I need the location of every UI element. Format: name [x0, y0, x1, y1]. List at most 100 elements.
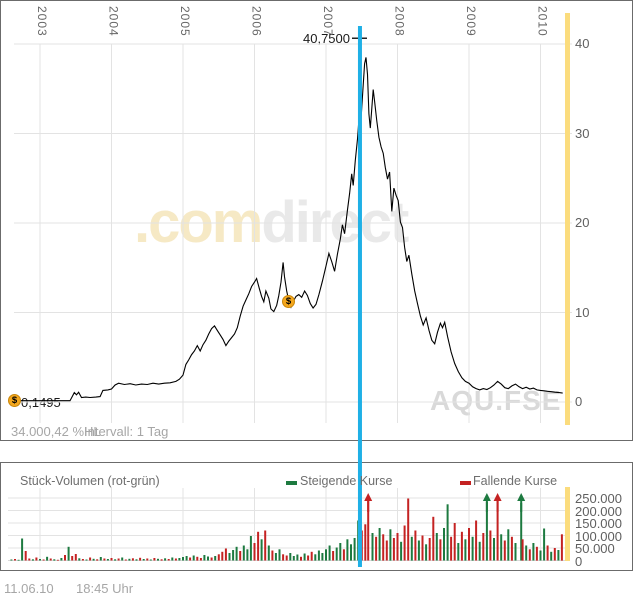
volume-bar	[468, 528, 470, 561]
volume-bar	[392, 538, 395, 561]
volume-axis-tick-label: 250.000	[575, 491, 622, 506]
volume-bar	[10, 559, 13, 561]
volume-bar	[142, 559, 145, 561]
volume-bar	[317, 550, 320, 561]
volume-bar	[103, 558, 106, 561]
volume-axis-tick-label: 50.000	[575, 541, 615, 556]
volume-bar	[46, 556, 49, 561]
dividend-dollar-marker[interactable]: $	[282, 295, 295, 308]
volume-bar	[74, 554, 77, 561]
volume-bar	[421, 535, 424, 561]
volume-bar	[557, 550, 560, 561]
price-axis-tick-label: 40	[575, 36, 590, 51]
volume-bar	[14, 559, 16, 561]
volume-bar	[332, 551, 335, 561]
volume-bar	[546, 545, 549, 561]
volume-bar	[310, 551, 313, 561]
volume-bar	[535, 546, 538, 561]
volume-bar	[189, 557, 192, 561]
timestamp-time: 18:45 Uhr	[76, 581, 134, 596]
volume-bar	[210, 557, 213, 561]
volume-spike-arrow	[364, 493, 373, 501]
volume-bar	[217, 554, 220, 561]
volume-bar	[35, 557, 38, 561]
volume-axis-tick-label: 150.000	[575, 516, 622, 531]
volume-bar	[560, 534, 563, 561]
volume-bar	[514, 543, 517, 561]
volume-bar	[510, 536, 513, 561]
volume-bar	[371, 533, 374, 561]
x-axis-tick-label: 2004	[106, 6, 121, 37]
volume-bar	[453, 523, 456, 561]
volume-bar	[407, 498, 410, 561]
x-axis-tick-label: 2007	[321, 6, 335, 37]
volume-bar	[460, 531, 463, 561]
price-line	[10, 57, 563, 402]
volume-bar	[28, 558, 31, 561]
volume-bar	[425, 544, 428, 561]
volume-bar	[435, 533, 438, 561]
volume-bar	[375, 536, 378, 561]
volume-bar	[500, 534, 503, 561]
volume-bar	[114, 559, 117, 561]
x-axis-tick-label: 2008	[392, 6, 407, 37]
x-axis-tick-label: 2006	[249, 6, 264, 37]
volume-bar	[339, 543, 342, 561]
volume-bar	[417, 540, 420, 561]
volume-bar	[96, 559, 99, 561]
volume-spike-arrow-stem	[520, 501, 523, 512]
volume-bar	[278, 549, 281, 561]
volume-bar	[475, 520, 478, 561]
volume-bar	[267, 545, 270, 561]
crosshair-line	[357, 26, 362, 567]
volume-bar	[174, 558, 177, 561]
volume-bar	[303, 553, 306, 561]
volume-bar	[507, 529, 510, 561]
volume-bar	[81, 559, 84, 561]
volume-panel-title: Stück-Volumen (rot-grün)	[20, 474, 160, 488]
volume-bar	[289, 553, 292, 561]
volume-bar	[253, 543, 256, 561]
dividend-dollar-marker[interactable]: $	[8, 394, 21, 407]
volume-bar	[389, 529, 392, 561]
volume-bar	[353, 538, 356, 561]
timestamp-date: 11.06.10	[4, 581, 54, 596]
volume-bar	[364, 524, 367, 561]
volume-bar	[464, 539, 467, 561]
volume-bar	[232, 550, 235, 561]
volume-bar	[271, 550, 274, 561]
volume-bar	[60, 558, 63, 561]
volume-bar	[274, 553, 277, 561]
high-price-annotation: 40,7500	[303, 31, 350, 46]
volume-spike-arrow-stem	[496, 501, 499, 512]
volume-bar	[224, 548, 227, 561]
volume-bar	[528, 549, 531, 561]
volume-bar	[207, 556, 209, 561]
volume-bar	[382, 534, 385, 561]
volume-bar	[214, 556, 217, 561]
volume-bar	[185, 556, 188, 561]
volume-bar	[328, 545, 331, 561]
volume-bar	[285, 555, 288, 561]
volume-bar	[342, 549, 345, 561]
volume-bar	[182, 557, 184, 561]
volume-bar	[246, 549, 249, 561]
volume-spike-arrow	[482, 493, 491, 501]
volume-bar	[196, 556, 199, 561]
volume-bar	[396, 533, 399, 561]
volume-bar	[121, 557, 124, 561]
volume-bar	[482, 533, 485, 561]
volume-bar	[439, 539, 442, 561]
price-axis-tick-label: 10	[575, 304, 590, 320]
volume-bar	[532, 543, 535, 561]
volume-bar	[478, 541, 481, 561]
volume-bar	[503, 540, 506, 561]
volume-axis-tick-label: 100.000	[575, 528, 622, 544]
volume-bar	[550, 551, 553, 561]
volume-bar	[239, 551, 242, 561]
volume-bar	[314, 554, 317, 561]
volume-bar	[92, 558, 95, 561]
volume-bar	[149, 559, 152, 561]
